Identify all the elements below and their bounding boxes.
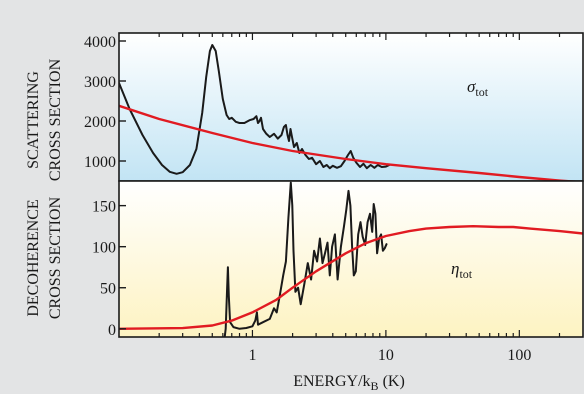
x-axis-title: ENERGY/kB (K) xyxy=(293,373,405,393)
decoherence-y-tick-label: 100 xyxy=(92,240,116,257)
x-tick-label: 100 xyxy=(507,347,531,364)
scattering-y-tick-label: 2000 xyxy=(84,114,116,131)
scattering-measured-line xyxy=(119,44,391,175)
eta-tot-label: ηtot xyxy=(451,259,473,281)
decoherence-y-tick-label: 0 xyxy=(108,322,116,339)
decoherence-panel-frame xyxy=(118,180,584,338)
decoherence-eta_tot-line xyxy=(119,225,583,330)
decoherence-y-tick-label: 150 xyxy=(92,199,116,216)
sigma-tot-label: σtot xyxy=(467,77,489,99)
decoherence-series xyxy=(119,181,583,337)
scattering-y-ticks: 1000 2000 3000 4000 xyxy=(84,34,126,171)
decoherence-y-tick-label: 50 xyxy=(100,281,116,298)
scattering-sigma_tot-line xyxy=(119,104,583,181)
decoherence-y-ticks: 0 50 100 150 xyxy=(92,199,126,339)
scattering-y-label-line1: SCATTERING xyxy=(25,71,42,169)
scattering-y-tick-label: 1000 xyxy=(84,154,116,171)
x-tick-label: 1 xyxy=(248,347,256,364)
scattering-panel-background xyxy=(119,33,583,181)
decoherence-y-label-line2: CROSS SECTION xyxy=(47,196,64,319)
decoherence-measured-line xyxy=(223,181,388,337)
x-tick-label: 10 xyxy=(378,347,394,364)
decoherence-y-label-line1: DECOHERENCE xyxy=(25,199,42,316)
scattering-y-tick-label: 4000 xyxy=(84,34,116,51)
scattering-y-tick-label: 3000 xyxy=(84,74,116,91)
scattering-series xyxy=(119,44,583,181)
scattering-y-label-line2: CROSS SECTION xyxy=(47,58,64,181)
